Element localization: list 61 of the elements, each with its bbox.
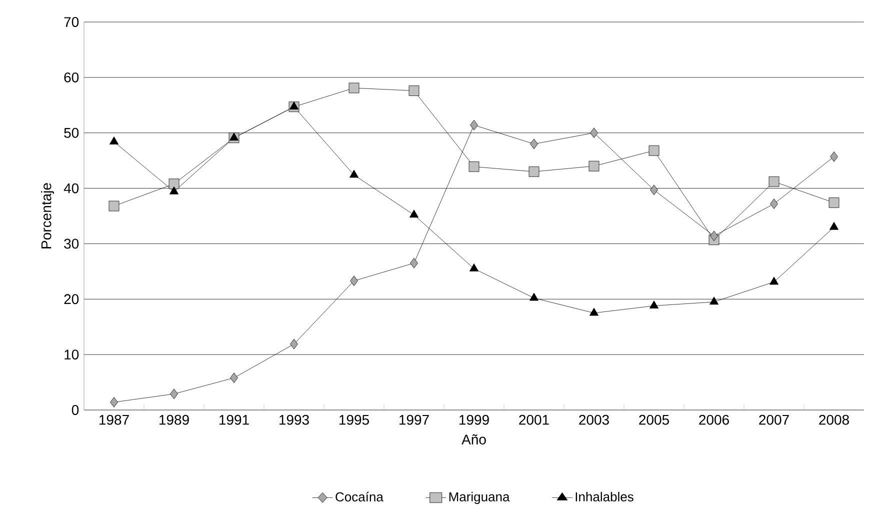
point bbox=[168, 178, 180, 190]
point bbox=[830, 151, 838, 162]
y-tick-label: 30 bbox=[64, 238, 79, 249]
point bbox=[529, 292, 539, 301]
point bbox=[410, 258, 418, 268]
legend-label: Mariguana bbox=[449, 492, 510, 504]
point bbox=[768, 176, 780, 187]
point bbox=[468, 161, 480, 172]
x-tick-label: 2003 bbox=[579, 414, 609, 425]
point bbox=[770, 198, 778, 210]
point bbox=[170, 388, 178, 400]
y-tick-label: 50 bbox=[64, 128, 79, 138]
point bbox=[469, 263, 479, 272]
point bbox=[530, 138, 538, 150]
point bbox=[710, 230, 718, 242]
y-tick-label: 40 bbox=[64, 183, 79, 194]
x-tick-label: 2005 bbox=[639, 414, 669, 425]
point bbox=[769, 276, 779, 285]
point bbox=[588, 160, 600, 172]
point bbox=[590, 128, 598, 138]
x-tick-label: 1993 bbox=[279, 414, 309, 425]
point bbox=[349, 170, 359, 178]
point bbox=[828, 198, 840, 208]
point bbox=[528, 166, 540, 177]
point bbox=[169, 186, 179, 194]
y-axis-title: Porcentaje bbox=[40, 183, 54, 248]
point bbox=[350, 276, 358, 286]
point bbox=[409, 210, 419, 218]
point bbox=[649, 300, 659, 308]
legend-label: Inhalables bbox=[576, 492, 634, 502]
y-tick-label: 0 bbox=[72, 405, 79, 415]
point bbox=[108, 200, 120, 212]
point bbox=[408, 86, 420, 96]
y-tick-label: 10 bbox=[64, 350, 79, 360]
point bbox=[650, 184, 658, 196]
point bbox=[589, 308, 599, 316]
x-tick-label: 2001 bbox=[519, 414, 549, 425]
point bbox=[109, 136, 119, 144]
point bbox=[110, 397, 118, 408]
y-tick-label: 60 bbox=[64, 72, 79, 82]
x-tick-label: 2008 bbox=[819, 414, 849, 425]
x-tick-label: 2007 bbox=[759, 414, 789, 425]
point bbox=[290, 338, 298, 350]
x-tick-label: 1989 bbox=[159, 414, 189, 425]
point bbox=[229, 132, 239, 141]
x-tick-label: 2006 bbox=[699, 414, 729, 425]
x-tick-label: 1991 bbox=[219, 414, 249, 425]
point bbox=[829, 222, 839, 230]
x-tick-label: 1997 bbox=[400, 414, 429, 425]
point bbox=[709, 296, 719, 305]
point bbox=[230, 372, 238, 384]
legend-label: Cocaína bbox=[336, 492, 384, 502]
x-tick-label: 1999 bbox=[460, 414, 489, 425]
y-tick-label: 70 bbox=[64, 17, 79, 27]
y-tick-label: 20 bbox=[64, 294, 79, 304]
point bbox=[470, 120, 478, 130]
point bbox=[348, 82, 360, 94]
x-axis-title: Año bbox=[462, 434, 486, 444]
x-tick-label: 1995 bbox=[339, 414, 369, 425]
x-tick-label: 1987 bbox=[99, 414, 129, 425]
point bbox=[648, 145, 660, 156]
